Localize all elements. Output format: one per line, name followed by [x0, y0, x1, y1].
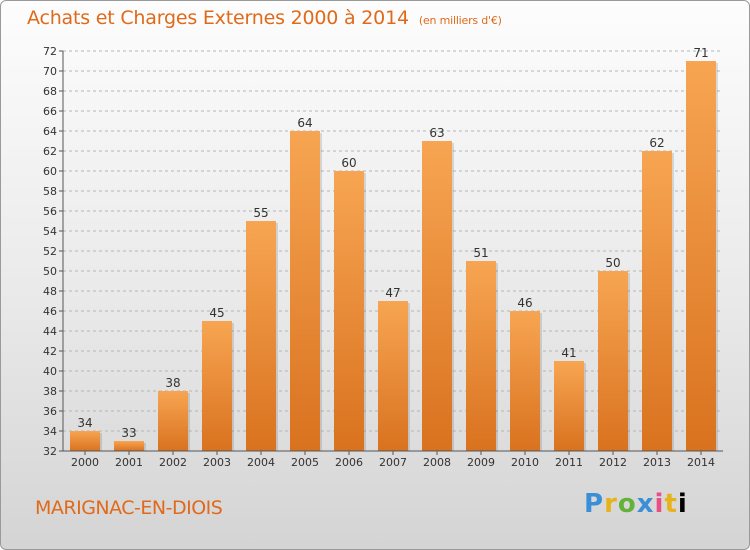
logo-letter: i: [677, 489, 688, 519]
data-label: 71: [693, 46, 708, 60]
x-tick-label: 2001: [115, 456, 143, 469]
logo-letter: t: [664, 489, 678, 519]
bar-2013: [642, 151, 672, 451]
y-tick-label: 40: [43, 365, 57, 378]
bars: 34 33 38 45 55 64 60 47 63 51 46 41 50 62 71: [70, 46, 718, 451]
x-tick-label: 2005: [291, 456, 319, 469]
data-label: 62: [649, 136, 664, 150]
logo-letter: o: [617, 489, 637, 519]
x-tick-label: 2010: [511, 456, 539, 469]
x-tick-label: 2007: [379, 456, 407, 469]
y-axis: 32 34 36 38 40 42 44 46 48 50 52 54 56 58 60 62 64 66 68 70…: [43, 45, 64, 458]
data-label: 34: [77, 416, 92, 430]
data-label: 47: [385, 286, 400, 300]
y-tick-label: 44: [43, 325, 57, 338]
bar-2014: [686, 61, 716, 451]
x-tick-label: 2004: [247, 456, 275, 469]
data-label: 63: [429, 126, 444, 140]
bar-2005: [290, 131, 320, 451]
y-tick-label: 62: [43, 145, 57, 158]
bar-2007: [378, 301, 408, 451]
x-tick-label: 2011: [555, 456, 583, 469]
proxiti-logo[interactable]: Proxiti: [584, 489, 688, 519]
bar-2002: [158, 391, 188, 451]
bar-2008: [422, 141, 452, 451]
y-tick-label: 68: [43, 85, 57, 98]
bar-2000: [70, 431, 100, 451]
y-tick-label: 58: [43, 185, 57, 198]
bar-2009: [466, 261, 496, 451]
commune-name: MARIGNAC-EN-DIOIS: [35, 497, 223, 519]
y-tick-label: 64: [43, 125, 57, 138]
bar-2004: [246, 221, 276, 451]
chart-title: Achats et Charges Externes 2000 à 2014 (e…: [27, 7, 502, 29]
x-tick-label: 2013: [643, 456, 671, 469]
chart-title-text: Achats et Charges Externes 2000 à 2014: [27, 7, 409, 29]
y-tick-label: 48: [43, 285, 57, 298]
y-tick-label: 56: [43, 205, 57, 218]
data-label: 50: [605, 256, 620, 270]
y-tick-label: 60: [43, 165, 57, 178]
data-label: 38: [165, 376, 180, 390]
x-tick-label: 2000: [71, 456, 99, 469]
bar-2012: [598, 271, 628, 451]
logo-letter: P: [584, 489, 605, 519]
data-label: 64: [297, 116, 312, 130]
x-tick-label: 2003: [203, 456, 231, 469]
chart-unit: (en milliers d'€): [418, 14, 502, 27]
data-label: 51: [473, 246, 488, 260]
y-tick-label: 52: [43, 245, 57, 258]
x-tick-label: 2002: [159, 456, 187, 469]
bar-2011: [554, 361, 584, 451]
x-tick-label: 2014: [687, 456, 715, 469]
x-axis: 2000 2001 2002 2003 2004 2005 2006 2007 2008 2009…: [63, 450, 723, 469]
y-tick-label: 32: [43, 445, 57, 458]
y-tick-label: 54: [43, 225, 57, 238]
bar-2003: [202, 321, 232, 451]
x-tick-label: 2012: [599, 456, 627, 469]
logo-letter: x: [636, 489, 655, 519]
data-label: 41: [561, 346, 576, 360]
y-tick-label: 38: [43, 385, 57, 398]
logo-letter: r: [604, 489, 618, 519]
y-tick-label: 34: [43, 425, 57, 438]
y-tick-label: 72: [43, 45, 57, 58]
data-label: 60: [341, 156, 356, 170]
data-label: 45: [209, 306, 224, 320]
bar-2001: [114, 441, 144, 451]
y-tick-label: 70: [43, 65, 57, 78]
bar-2006: [334, 171, 364, 451]
y-tick-label: 36: [43, 405, 57, 418]
data-label: 33: [121, 426, 136, 440]
data-label: 46: [517, 296, 532, 310]
x-tick-label: 2006: [335, 456, 363, 469]
y-tick-label: 66: [43, 105, 57, 118]
y-tick-label: 46: [43, 305, 57, 318]
data-label: 55: [253, 206, 268, 220]
bar-2010: [510, 311, 540, 451]
x-tick-label: 2009: [467, 456, 495, 469]
y-tick-label: 50: [43, 265, 57, 278]
logo-letter: i: [654, 489, 665, 519]
x-tick-label: 2008: [423, 456, 451, 469]
y-tick-label: 42: [43, 345, 57, 358]
